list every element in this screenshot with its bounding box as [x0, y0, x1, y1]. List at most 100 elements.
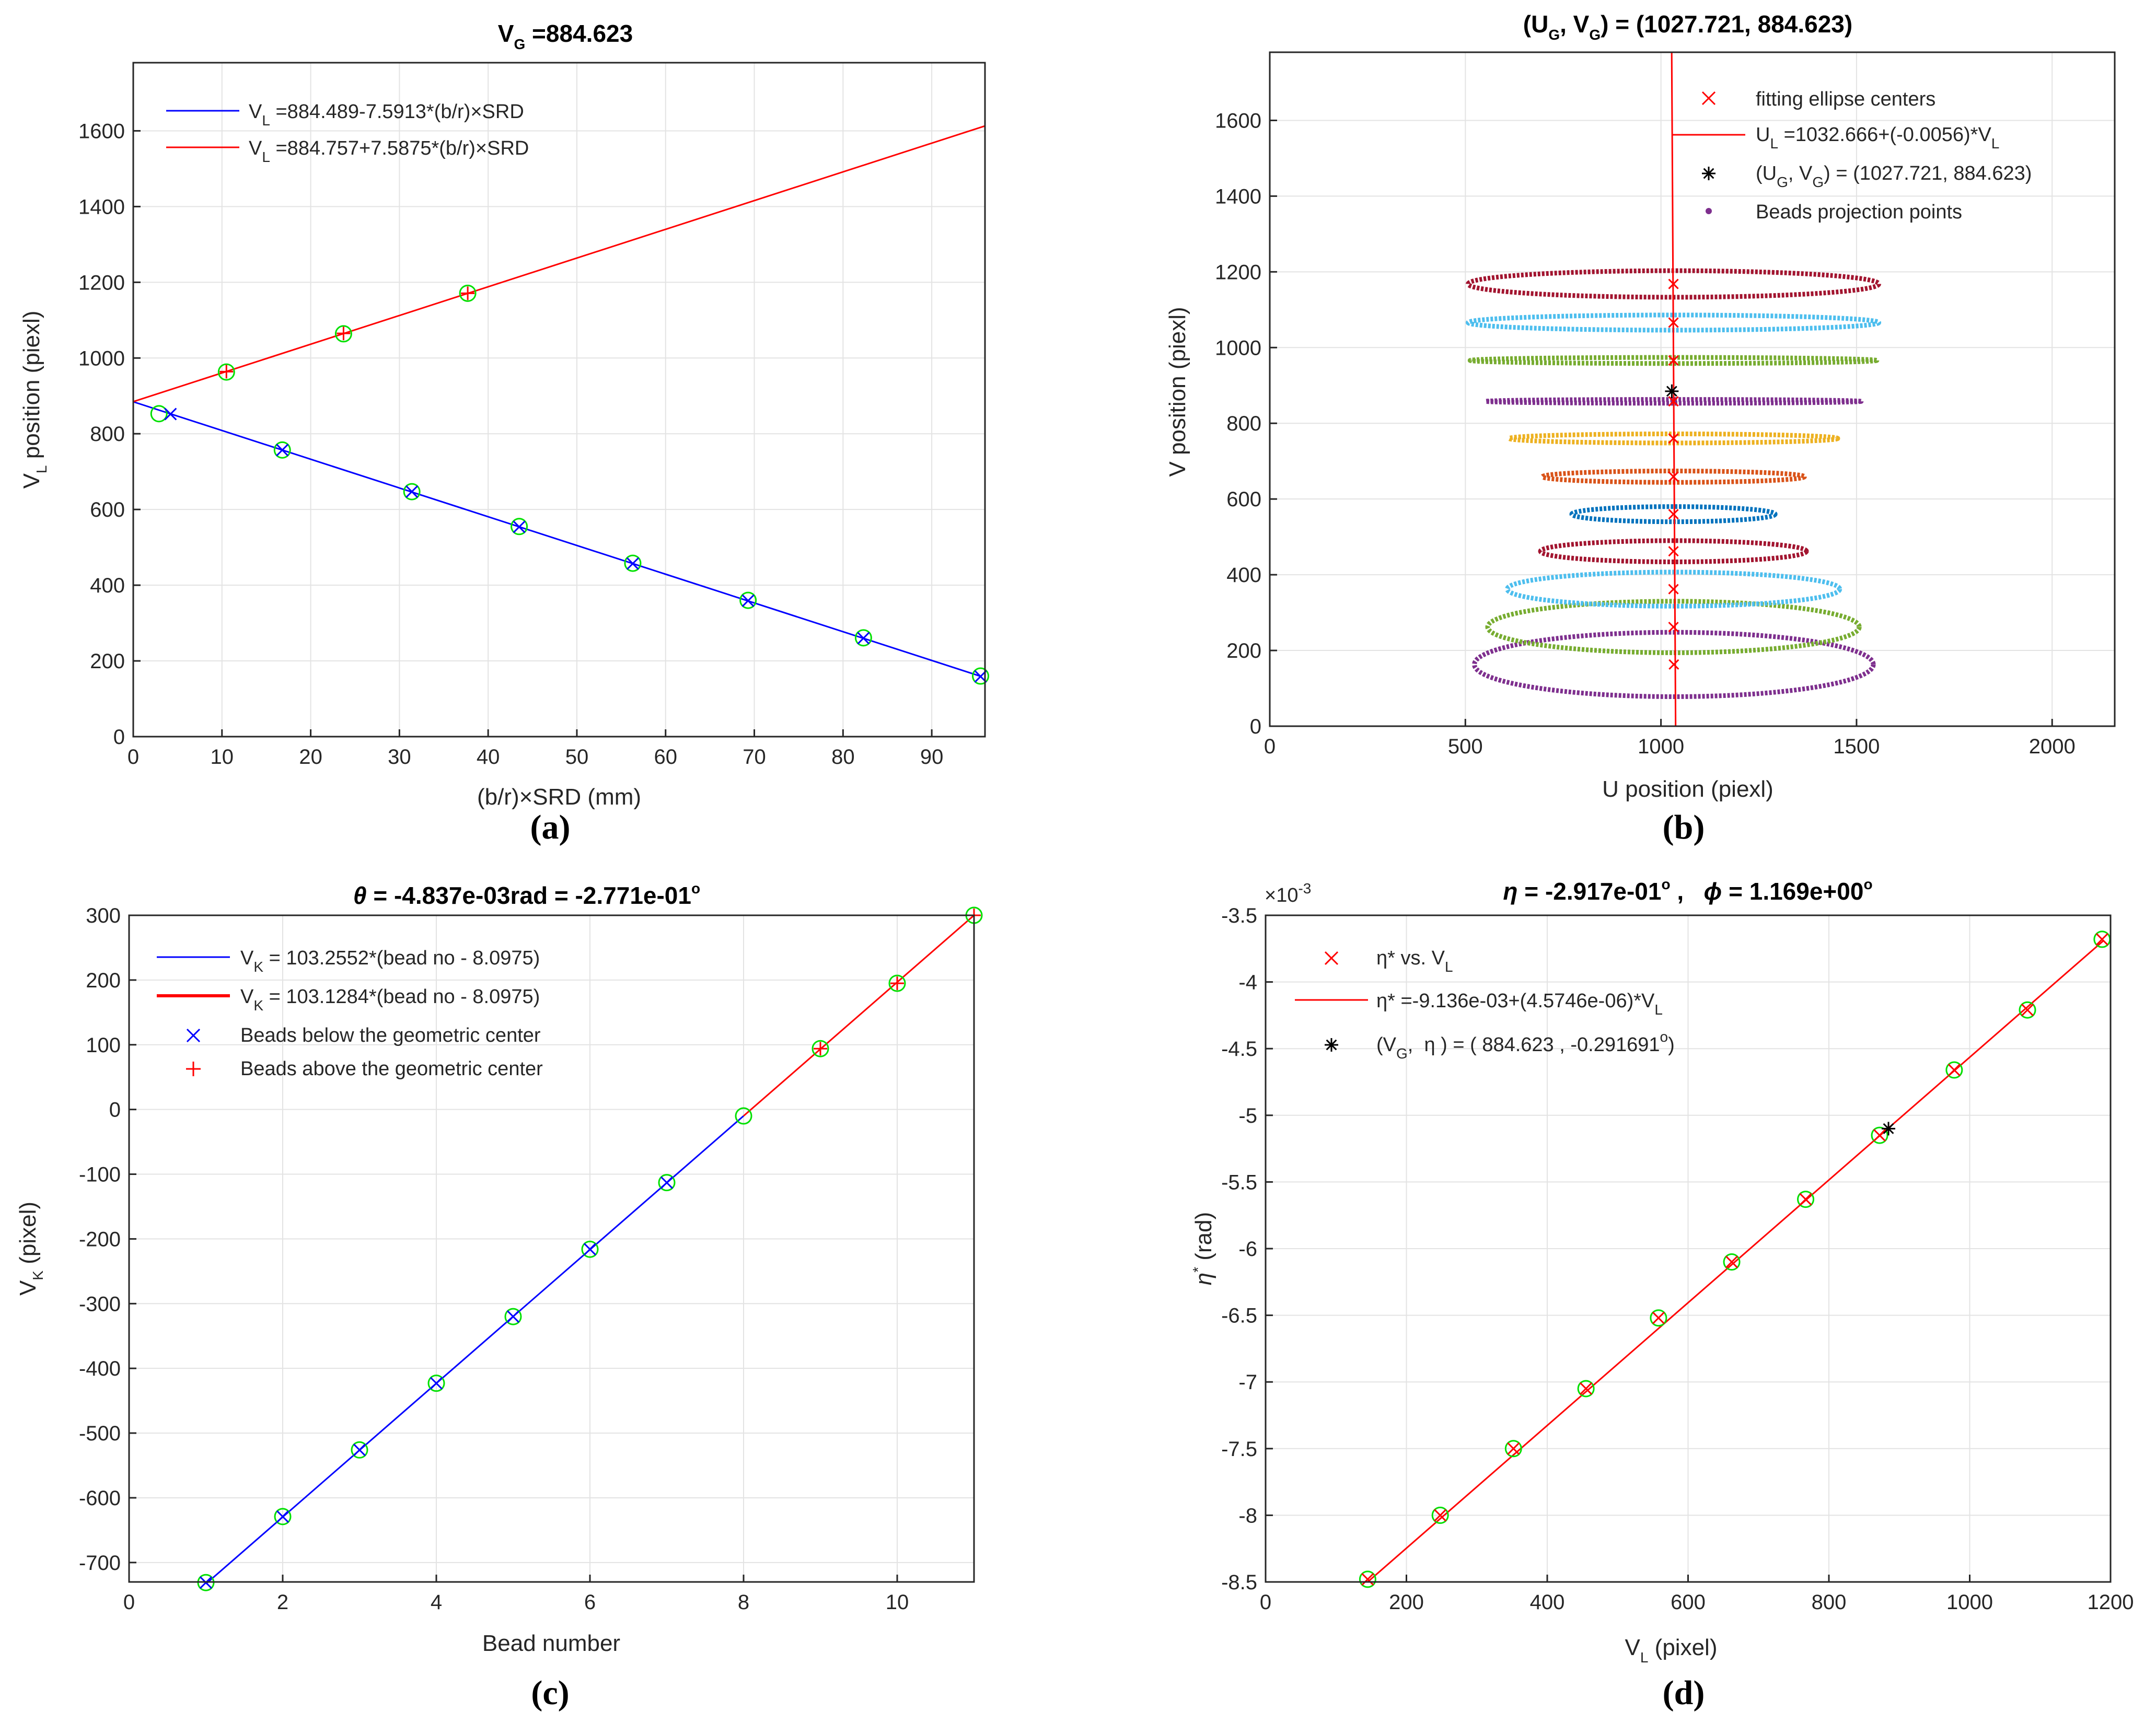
bead-circle	[972, 667, 990, 685]
panel-a-markers	[150, 284, 990, 685]
y-tick-label: 400	[90, 574, 125, 597]
panel-c-legend-red-label: VK = 103.1284*(bead no - 8.0975)	[240, 986, 540, 1014]
bead-circle	[273, 441, 291, 459]
y-tick-label: 600	[1226, 488, 1261, 511]
ellipse-center-marker	[1668, 278, 1679, 289]
eta-x-marker	[1948, 1063, 1961, 1077]
panel-d-xlabel: VL (pixel)	[1625, 1635, 1718, 1666]
y-tick-label: -200	[79, 1228, 121, 1251]
panel-a-legend-blue-label: VL =884.489-7.5913*(b/r)×SRD	[249, 101, 524, 129]
y-tick-label: -400	[79, 1357, 121, 1380]
y-tick-label: -4.5	[1221, 1038, 1257, 1061]
y-tick-label: -100	[79, 1163, 121, 1186]
ellipse-center-marker	[1668, 509, 1679, 520]
x-tick-label: 1000	[1946, 1591, 1993, 1614]
bead-circle	[334, 325, 352, 343]
panel-a: VG =884.623 0 10 20 30 40 50 60 70 80 90 0 200 400 60…	[19, 20, 990, 846]
y-tick-label: 1000	[1215, 336, 1261, 359]
y-tick-label: 1400	[78, 195, 125, 218]
bead-circle	[624, 554, 642, 572]
eta-x-marker	[1873, 1129, 1886, 1142]
x-tick-label: 10	[886, 1591, 909, 1614]
panel-c-title: θ = -4.837e-03rad = -2.771e-01o	[353, 880, 700, 909]
panel-b: (UG, VG) = (1027.721, 884.623) 0 500 1000 1…	[1165, 10, 2116, 846]
panel-d-exponent-label: ×10-3	[1265, 880, 1311, 906]
bead-above-plus-marker	[890, 976, 904, 991]
bead-circle	[427, 1375, 445, 1392]
bead-circle	[504, 1308, 522, 1325]
panel-b-legend-centers-label: fitting ellipse centers	[1756, 88, 1935, 110]
legend-x-glyph	[1701, 91, 1716, 106]
bead-projection-ellipse	[1569, 504, 1778, 525]
y-tick-label: 400	[1226, 564, 1261, 587]
bead-circle	[1359, 1570, 1376, 1588]
bead-circle	[150, 405, 168, 423]
panel-d-caption: (d)	[1663, 1674, 1705, 1712]
panel-b-legend-x-marker	[1701, 91, 1716, 106]
bead-circle	[274, 1508, 292, 1526]
bead-circle	[1577, 1380, 1595, 1398]
y-tick-label: 800	[90, 423, 125, 446]
panel-a-ylabel: VL position (piexl)	[19, 311, 50, 489]
eta-x-marker	[1799, 1193, 1812, 1206]
y-tick-label: -300	[79, 1293, 121, 1315]
panel-c-xlabel: Bead number	[482, 1631, 620, 1656]
y-tick-label: 1000	[78, 347, 125, 370]
panel-c-fit-lines	[205, 914, 975, 1585]
x-tick-label: 800	[1812, 1591, 1847, 1614]
fit-line-red	[133, 125, 986, 403]
panel-d-legend-points-label: η* vs. VL	[1376, 947, 1453, 975]
y-tick-label: 200	[86, 969, 121, 992]
bead-circle	[854, 629, 872, 647]
panel-b-xlabel: U position (piexl)	[1602, 776, 1774, 802]
panel-c: θ = -4.837e-03rad = -2.771e-01o 0 2 4 6 8 10 -…	[15, 880, 983, 1712]
x-tick-label: 400	[1530, 1591, 1565, 1614]
panel-d-ticks: 0 200 400 600 800 1000 1200 -8.5 -8 -7.5 -7 -6.5 -6 -…	[1221, 904, 2134, 1614]
y-tick-label: -5	[1238, 1104, 1257, 1127]
eta-x-marker	[2021, 1004, 2034, 1017]
y-tick-label: 0	[1250, 715, 1261, 738]
x-tick-label: 1200	[2088, 1591, 2134, 1614]
bead-x-marker	[626, 557, 639, 570]
panel-a-axes-box	[132, 62, 986, 738]
bead-circle	[403, 483, 421, 500]
eta-x-marker	[1361, 1573, 1374, 1586]
y-tick-label: 200	[1226, 639, 1261, 662]
panel-c-grid	[129, 915, 974, 1582]
bead-above-plus-marker	[814, 1042, 827, 1056]
x-tick-label: 60	[654, 746, 678, 769]
x-tick-label: 20	[299, 746, 322, 769]
panel-b-legend-fit-label: UL =1032.666+(-0.0056)*VL	[1756, 124, 1999, 152]
bead-circle	[459, 284, 477, 302]
ellipse-center-marker	[1668, 584, 1679, 595]
x-tick-label: 500	[1448, 735, 1483, 758]
panel-b-legend-dot-marker	[1706, 208, 1712, 214]
ellipse-center-marker	[1668, 355, 1679, 366]
bead-circle	[739, 591, 757, 609]
panel-c-legend: VK = 103.2552*(bead no - 8.0975) VK = 10…	[157, 947, 543, 1080]
legend-x-glyph	[186, 1028, 201, 1043]
ellipse-center-marker	[1668, 433, 1679, 444]
geometric-center-marker	[1665, 384, 1679, 398]
y-tick-label: 1600	[1215, 109, 1261, 132]
panel-d-legend-x-marker	[1324, 951, 1339, 965]
bead-circle	[1945, 1061, 1963, 1079]
y-tick-label: -7	[1238, 1371, 1257, 1394]
bead-projection-ellipse	[1538, 538, 1809, 564]
x-tick-label: 10	[211, 746, 234, 769]
panel-b-legend-beads-label: Beads projection points	[1756, 201, 1962, 223]
ellipse-center-marker	[1668, 659, 1679, 670]
eta-x-marker	[2095, 933, 2108, 946]
bead-below-x-marker	[660, 1176, 674, 1189]
panel-b-ticks: 0 500 1000 1500 2000 0 200 400 600 800 1000 1200 140…	[1215, 109, 2076, 758]
x-tick-label: 40	[477, 746, 500, 769]
panel-c-ticks: 0 2 4 6 8 10 -700 -600 -500 -400 -300 -200 -100 0 100 2…	[79, 904, 909, 1614]
bead-below-x-marker	[430, 1377, 443, 1390]
panel-b-legend-star-marker	[1702, 167, 1715, 180]
y-tick-label: -500	[79, 1422, 121, 1445]
y-tick-label: 0	[109, 1099, 121, 1122]
panel-c-legend-x-marker	[186, 1028, 201, 1043]
bead-projection-ellipse	[1504, 569, 1842, 609]
y-tick-label: -8	[1238, 1504, 1257, 1527]
